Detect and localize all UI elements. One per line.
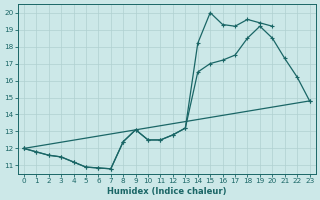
X-axis label: Humidex (Indice chaleur): Humidex (Indice chaleur) bbox=[107, 187, 227, 196]
